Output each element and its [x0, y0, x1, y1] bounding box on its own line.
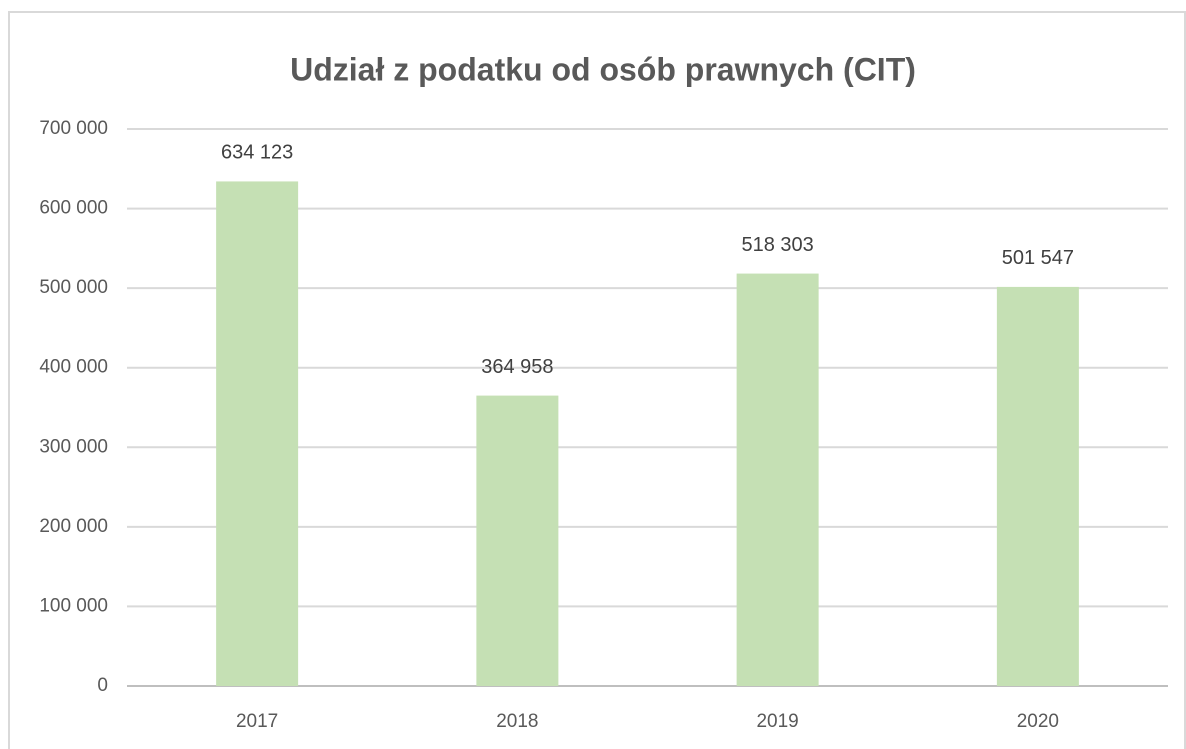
y-tick-label: 300 000 — [39, 436, 108, 457]
data-label: 634 123 — [221, 142, 293, 164]
x-tick-label: 2018 — [496, 711, 538, 732]
bar — [216, 181, 299, 687]
y-tick-label: 500 000 — [39, 277, 108, 298]
x-tick-label: 2017 — [236, 711, 278, 732]
y-tick-label: 400 000 — [39, 357, 108, 378]
bar — [736, 273, 819, 686]
y-tick-label: 100 000 — [39, 595, 108, 616]
chart-title: Udział z podatku od osób prawnych (CIT) — [290, 51, 916, 87]
data-label: 518 303 — [741, 234, 813, 256]
bar — [476, 395, 559, 686]
y-tick-label: 0 — [97, 675, 108, 696]
y-tick-label: 700 000 — [39, 118, 108, 139]
y-tick-label: 600 000 — [39, 198, 108, 219]
x-tick-label: 2019 — [756, 711, 798, 732]
bar — [996, 286, 1079, 686]
x-tick-label: 2020 — [1017, 711, 1059, 732]
y-tick-label: 200 000 — [39, 516, 108, 537]
data-label: 364 958 — [481, 356, 553, 378]
chart-border — [8, 11, 1186, 749]
data-label: 501 547 — [1002, 247, 1074, 269]
